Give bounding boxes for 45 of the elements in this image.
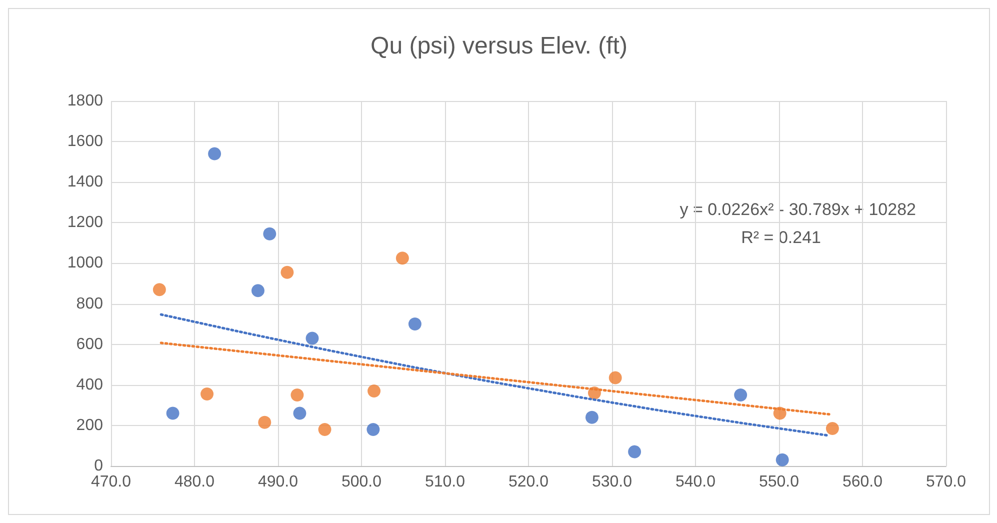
x-tick-label: 530.0 xyxy=(592,474,632,490)
point xyxy=(306,332,319,345)
x-tick-label: 510.0 xyxy=(424,474,466,490)
x-tick-label: 480.0 xyxy=(174,474,215,490)
point xyxy=(734,388,748,402)
point xyxy=(628,445,642,458)
y-tick-label: 1800 xyxy=(67,92,104,110)
point xyxy=(258,416,272,429)
y-tick-label: 1400 xyxy=(67,174,104,191)
point xyxy=(263,227,276,240)
x-tick-label: 540.0 xyxy=(675,474,716,490)
x-tick-label: 490.0 xyxy=(258,474,298,490)
y-tick-label: 1200 xyxy=(67,214,104,232)
y-tick-label: 400 xyxy=(76,376,104,394)
y-tick-label: 1000 xyxy=(67,254,104,272)
point xyxy=(200,388,214,401)
point xyxy=(396,252,409,265)
x-tick-label: 550.0 xyxy=(758,474,800,490)
point xyxy=(318,423,332,436)
point xyxy=(776,453,789,466)
point xyxy=(366,423,380,436)
x-tick-label: 560.0 xyxy=(842,474,883,490)
point xyxy=(251,284,264,298)
point xyxy=(408,318,422,331)
x-tick-label: 570.0 xyxy=(926,474,966,490)
point xyxy=(826,422,839,435)
chart-title: Qu (psi) versus Elev. (ft) xyxy=(370,32,628,60)
x-tick-label: 500.0 xyxy=(341,474,382,490)
point xyxy=(608,371,622,384)
x-tick-label: 470.0 xyxy=(90,474,132,490)
point xyxy=(166,406,180,420)
point xyxy=(290,388,304,402)
point xyxy=(368,384,381,398)
y-tick-label: 1600 xyxy=(67,133,104,150)
y-tick-label: 200 xyxy=(76,416,104,434)
x-tick-label: 520.0 xyxy=(508,474,549,490)
point xyxy=(280,266,294,279)
point xyxy=(152,283,166,296)
point xyxy=(585,410,598,424)
y-tick-label: 0 xyxy=(94,458,104,474)
y-tick-label: 600 xyxy=(76,336,104,353)
point xyxy=(208,147,222,160)
annotation: R² = 0.241 xyxy=(741,228,822,247)
y-tick-label: 800 xyxy=(76,295,104,312)
point xyxy=(293,406,306,420)
